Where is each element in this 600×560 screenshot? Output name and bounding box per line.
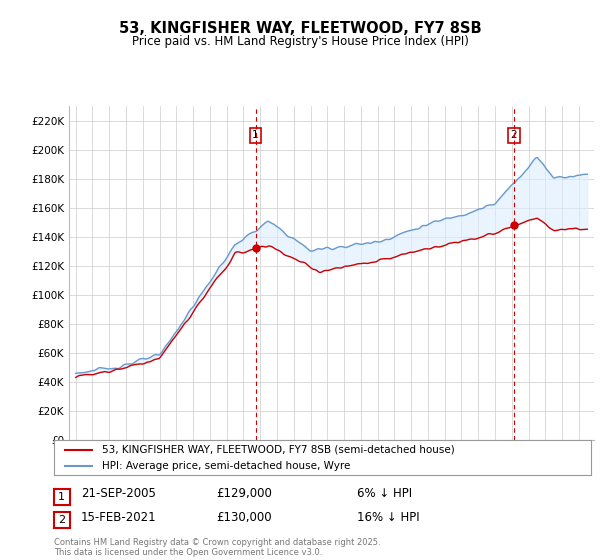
Text: 1: 1 <box>252 130 259 141</box>
Text: HPI: Average price, semi-detached house, Wyre: HPI: Average price, semi-detached house,… <box>103 461 351 471</box>
Text: £129,000: £129,000 <box>216 487 272 500</box>
Text: £130,000: £130,000 <box>216 511 272 524</box>
Text: 16% ↓ HPI: 16% ↓ HPI <box>357 511 419 524</box>
Text: 53, KINGFISHER WAY, FLEETWOOD, FY7 8SB: 53, KINGFISHER WAY, FLEETWOOD, FY7 8SB <box>119 21 481 36</box>
Text: 53, KINGFISHER WAY, FLEETWOOD, FY7 8SB (semi-detached house): 53, KINGFISHER WAY, FLEETWOOD, FY7 8SB (… <box>103 445 455 455</box>
Text: 6% ↓ HPI: 6% ↓ HPI <box>357 487 412 500</box>
Text: 1: 1 <box>58 492 65 502</box>
Text: 15-FEB-2021: 15-FEB-2021 <box>81 511 157 524</box>
Text: 21-SEP-2005: 21-SEP-2005 <box>81 487 156 500</box>
Text: Contains HM Land Registry data © Crown copyright and database right 2025.
This d: Contains HM Land Registry data © Crown c… <box>54 538 380 557</box>
Text: 2: 2 <box>511 130 517 141</box>
Text: 2: 2 <box>58 515 65 525</box>
Text: Price paid vs. HM Land Registry's House Price Index (HPI): Price paid vs. HM Land Registry's House … <box>131 35 469 48</box>
